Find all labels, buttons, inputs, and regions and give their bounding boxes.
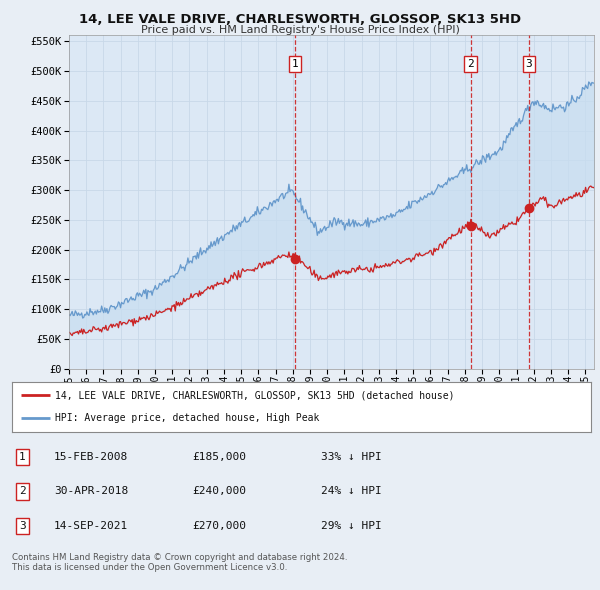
Text: 14, LEE VALE DRIVE, CHARLESWORTH, GLOSSOP, SK13 5HD: 14, LEE VALE DRIVE, CHARLESWORTH, GLOSSO… [79,13,521,26]
Text: Price paid vs. HM Land Registry's House Price Index (HPI): Price paid vs. HM Land Registry's House … [140,25,460,35]
Text: 1: 1 [292,59,298,68]
Text: Contains HM Land Registry data © Crown copyright and database right 2024.: Contains HM Land Registry data © Crown c… [12,553,347,562]
Text: £270,000: £270,000 [192,522,246,531]
Text: 14-SEP-2021: 14-SEP-2021 [54,522,128,531]
Text: 29% ↓ HPI: 29% ↓ HPI [321,522,382,531]
Text: 30-APR-2018: 30-APR-2018 [54,487,128,496]
Text: 2: 2 [19,487,26,496]
Text: This data is licensed under the Open Government Licence v3.0.: This data is licensed under the Open Gov… [12,563,287,572]
Text: £240,000: £240,000 [192,487,246,496]
Text: 33% ↓ HPI: 33% ↓ HPI [321,453,382,462]
Text: 3: 3 [19,522,26,531]
Text: 24% ↓ HPI: 24% ↓ HPI [321,487,382,496]
Text: 1: 1 [19,453,26,462]
Text: 14, LEE VALE DRIVE, CHARLESWORTH, GLOSSOP, SK13 5HD (detached house): 14, LEE VALE DRIVE, CHARLESWORTH, GLOSSO… [55,390,455,400]
Text: 2: 2 [467,59,474,68]
Text: 15-FEB-2008: 15-FEB-2008 [54,453,128,462]
Text: £185,000: £185,000 [192,453,246,462]
Text: HPI: Average price, detached house, High Peak: HPI: Average price, detached house, High… [55,414,320,424]
Text: 3: 3 [526,59,532,68]
